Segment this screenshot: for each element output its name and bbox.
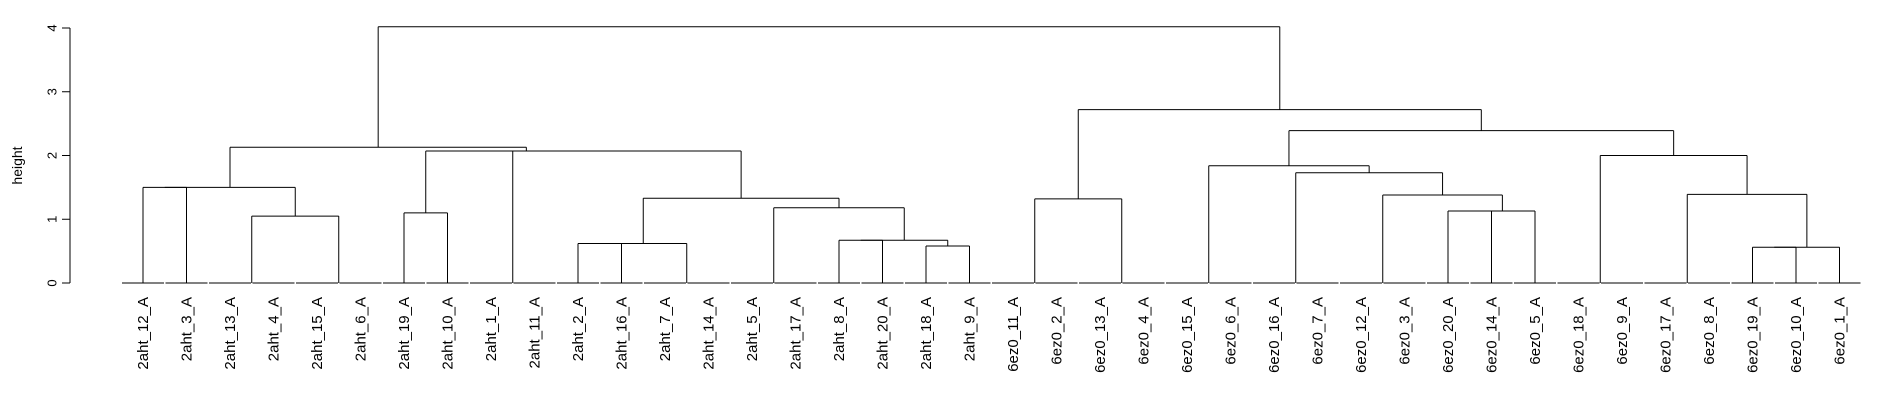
leaf-label: 2aht_12_A xyxy=(135,297,152,370)
leaf-label: 6ez0_17_A xyxy=(1658,297,1675,373)
y-tick-label: 1 xyxy=(44,216,59,223)
leaf-label: 6ez0_6_A xyxy=(1223,297,1240,365)
leaf-label: 6ez0_11_A xyxy=(1005,297,1022,372)
y-axis-label: height xyxy=(9,146,25,184)
leaf-label: 6ez0_1_A xyxy=(1832,297,1849,365)
leaf-label: 2aht_14_A xyxy=(701,297,718,370)
leaf-label: 2aht_16_A xyxy=(614,297,631,370)
leaf-label: 2aht_19_A xyxy=(396,297,413,370)
leaf-label: 6ez0_2_A xyxy=(1049,297,1066,365)
y-tick-label: 2 xyxy=(44,152,59,159)
leaf-label: 2aht_9_A xyxy=(962,297,979,361)
leaf-label: 6ez0_8_A xyxy=(1701,297,1718,365)
leaf-label: 6ez0_20_A xyxy=(1440,297,1457,373)
leaf-label: 6ez0_10_A xyxy=(1788,297,1805,373)
leaf-label: 2aht_18_A xyxy=(918,297,935,370)
y-tick-label: 4 xyxy=(44,24,59,31)
leaf-label: 6ez0_18_A xyxy=(1571,297,1588,373)
leaf-label: 6ez0_9_A xyxy=(1614,297,1631,365)
leaf-label: 6ez0_19_A xyxy=(1745,297,1762,373)
leaf-label: 6ez0_13_A xyxy=(1092,297,1109,373)
leaf-labels: 2aht_12_A 2aht_3_A 2aht_13_A 2aht_4_A 2aht_1… xyxy=(135,297,1849,373)
dendrogram-links xyxy=(142,26,1840,283)
leaf-label: 2aht_17_A xyxy=(788,297,805,370)
leaf-label: 2aht_1_A xyxy=(483,297,500,361)
leaf-label: 2aht_5_A xyxy=(744,297,761,361)
leaf-label: 2aht_3_A xyxy=(179,297,196,361)
leaf-label: 2aht_8_A xyxy=(831,297,848,361)
leaf-label: 2aht_15_A xyxy=(309,297,326,370)
leaf-label: 2aht_6_A xyxy=(353,297,370,361)
leaf-label: 6ez0_7_A xyxy=(1310,297,1327,365)
y-axis: 0 1 2 3 4 xyxy=(44,24,71,287)
leaf-label: 6ez0_15_A xyxy=(1179,297,1196,373)
y-tick-label: 0 xyxy=(44,279,59,286)
leaf-label: 6ez0_14_A xyxy=(1484,297,1501,373)
leaf-label: 6ez0_5_A xyxy=(1527,297,1544,365)
leaf-label: 6ez0_3_A xyxy=(1397,297,1414,365)
leaf-label: 6ez0_12_A xyxy=(1353,297,1370,373)
leaf-label: 2aht_11_A xyxy=(527,297,544,368)
leaf-label: 2aht_2_A xyxy=(570,297,587,361)
leaf-label: 2aht_13_A xyxy=(222,297,239,370)
leaf-label: 2aht_4_A xyxy=(266,297,283,361)
leaf-label: 6ez0_4_A xyxy=(1136,297,1153,365)
y-tick-label: 3 xyxy=(44,88,59,95)
leaf-label: 2aht_20_A xyxy=(875,297,892,370)
leaf-label: 2aht_10_A xyxy=(440,297,457,370)
leaf-label: 6ez0_16_A xyxy=(1266,297,1283,373)
leaf-label: 2aht_7_A xyxy=(657,297,674,361)
